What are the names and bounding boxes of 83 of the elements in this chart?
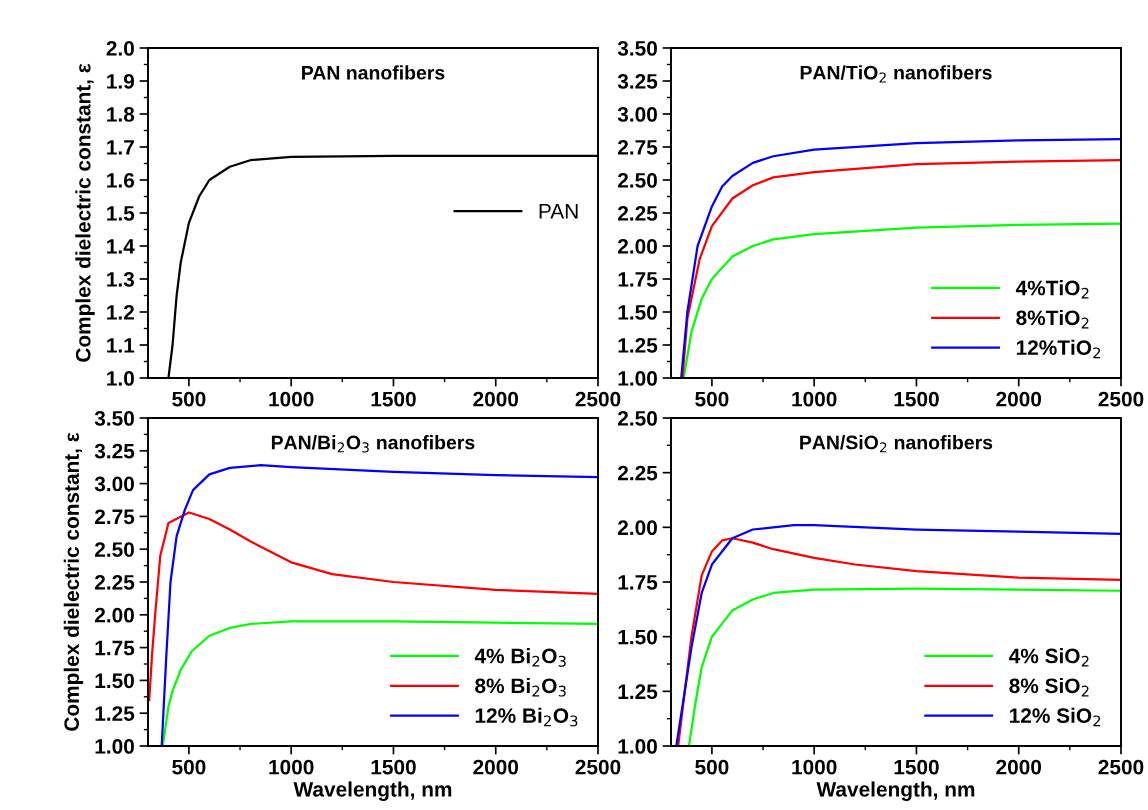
y-tick-label: 2.00 xyxy=(617,239,657,254)
y-tick-label: 3.00 xyxy=(617,107,657,122)
x-tick-label: 1500 xyxy=(894,391,939,407)
legend-label: 8% SiO$_{2}$ xyxy=(1009,677,1089,697)
y-tick-label: 1.75 xyxy=(618,272,658,287)
y-tick-label: 3.50 xyxy=(94,411,134,426)
y-tick-label: 2.75 xyxy=(617,140,658,155)
line-series xyxy=(161,620,598,746)
line-series xyxy=(682,222,1121,378)
y-tick-label: 1.50 xyxy=(618,305,657,320)
legend-label: 12% Bi$_{2}$O$_{3}$ xyxy=(475,707,578,727)
y-tick-label: 2.50 xyxy=(94,542,134,557)
legend-label: PAN xyxy=(539,204,578,219)
y-tick-label: 2.00 xyxy=(94,607,134,623)
y-tick-label: 2.25 xyxy=(617,465,658,481)
y-tick-label: 3.25 xyxy=(617,74,658,89)
x-tick-label: 500 xyxy=(172,759,206,775)
x-tick-label: 2500 xyxy=(1098,759,1144,775)
y-tick-label: 1.75 xyxy=(95,640,135,656)
text: PAN/Bi$_{2}$O$_{3}$ nanofibers xyxy=(271,435,475,453)
x-tick-label: 1500 xyxy=(894,759,939,775)
x-tick-label: 2000 xyxy=(996,391,1042,407)
x-tick-label: 2000 xyxy=(473,391,519,407)
y-tick-label: 2.75 xyxy=(94,509,135,525)
y-tick-label: 1.4 xyxy=(107,239,135,254)
legend-label: 8% Bi$_{2}$O$_{3}$ xyxy=(475,677,566,697)
y-tick-label: 2.25 xyxy=(94,575,135,590)
x-axis-title: Wavelength, nm xyxy=(293,781,452,801)
y-axis-title: Complex dielectric constant, ε xyxy=(63,432,84,731)
text: PAN nanofibers xyxy=(302,65,445,80)
y-tick-label: 3.50 xyxy=(617,41,657,56)
y-tick-label: 3.25 xyxy=(94,443,135,459)
x-tick-label: 2500 xyxy=(575,391,621,407)
y-tick-label: 1.8 xyxy=(107,107,135,122)
line-series xyxy=(160,464,598,746)
x-axis-title: Wavelength, nm xyxy=(816,781,975,801)
y-tick-label: 3.00 xyxy=(94,476,134,492)
text: PAN/SiO$_{2}$ nanofibers xyxy=(800,435,993,453)
legend-label: 4% Bi$_{2}$O$_{3}$ xyxy=(474,648,566,667)
x-tick-label: 1500 xyxy=(371,759,416,775)
y-tick-label: 1.3 xyxy=(107,272,135,287)
y-tick-label: 1.75 xyxy=(618,575,658,590)
y-tick-label: 2.50 xyxy=(617,411,657,426)
x-tick-label: 2500 xyxy=(1098,391,1144,407)
x-tick-label: 1000 xyxy=(269,759,314,775)
line-series xyxy=(148,511,598,702)
y-axis-title: Complex dielectric constant, ε xyxy=(75,63,95,362)
x-tick-label: 1000 xyxy=(269,391,314,407)
y-tick-label: 1.25 xyxy=(618,338,658,353)
line-series xyxy=(687,587,1121,746)
y-tick-label: 1.25 xyxy=(95,706,135,721)
x-tick-label: 1500 xyxy=(371,391,416,407)
y-tick-label: 1.25 xyxy=(618,684,658,700)
x-tick-label: 1000 xyxy=(792,759,837,775)
y-tick-label: 1.0 xyxy=(107,371,134,386)
y-tick-label: 1.2 xyxy=(107,305,134,320)
legend-label: 4% SiO$_{2}$ xyxy=(1009,648,1089,667)
y-tick-label: 1.00 xyxy=(95,739,134,754)
x-tick-label: 2500 xyxy=(575,759,621,775)
legend-label: 8%TiO$_{2}$ xyxy=(1016,309,1089,329)
x-tick-label: 500 xyxy=(695,759,729,775)
y-tick-label: 1.6 xyxy=(107,173,135,188)
y-tick-label: 2.50 xyxy=(617,173,657,188)
y-tick-label: 2.00 xyxy=(617,520,657,536)
y-tick-label: 2.0 xyxy=(106,41,134,56)
x-tick-label: 500 xyxy=(172,391,206,407)
x-tick-label: 1000 xyxy=(792,391,837,407)
x-tick-label: 500 xyxy=(695,391,729,407)
text: PAN/TiO$_{2}$ nanofibers xyxy=(800,65,992,83)
legend-label: 12% SiO$_{2}$ xyxy=(1010,707,1101,727)
y-tick-label: 1.9 xyxy=(107,74,135,89)
x-tick-label: 2000 xyxy=(473,759,519,775)
y-tick-label: 1.00 xyxy=(618,371,657,386)
y-tick-label: 1.5 xyxy=(107,206,135,221)
legend-label: 12%TiO$_{2}$ xyxy=(1016,339,1101,359)
x-tick-label: 2000 xyxy=(996,759,1042,775)
legend-label: 4%TiO$_{2}$ xyxy=(1015,280,1089,299)
y-tick-label: 1.7 xyxy=(107,140,134,155)
y-tick-label: 1.1 xyxy=(107,338,135,353)
y-tick-label: 2.25 xyxy=(617,206,658,221)
y-tick-label: 1.50 xyxy=(95,673,134,689)
y-tick-label: 1.00 xyxy=(618,739,657,754)
y-tick-label: 1.50 xyxy=(618,629,657,645)
